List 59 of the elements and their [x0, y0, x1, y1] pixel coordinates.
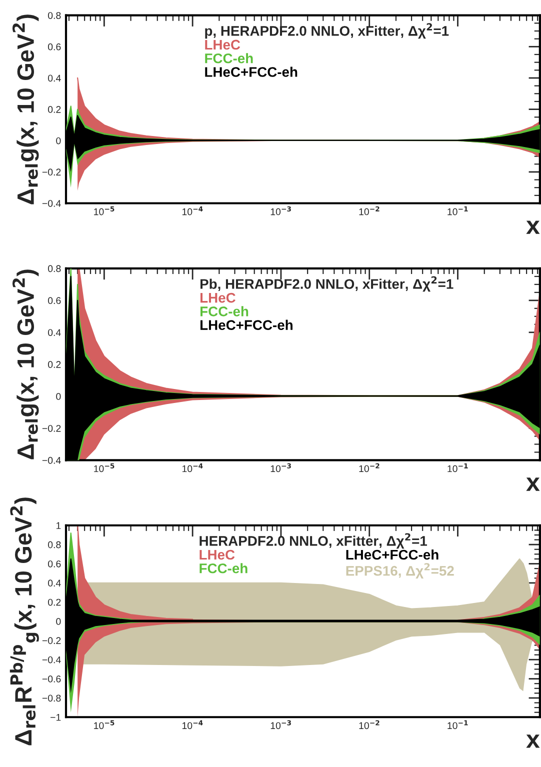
x-tick-label: 10$^{−1}$ — [448, 720, 468, 730]
y-tick-label: 0.2 — [48, 598, 61, 606]
y-tick-label: 0.8 — [48, 541, 61, 548]
text: LHeC — [200, 292, 236, 303]
y-tick-label: −0.2 — [42, 424, 61, 432]
x-axis-title: x — [526, 734, 540, 748]
y-tick-label: 0.8 — [48, 12, 61, 19]
text: FCC-eh — [205, 53, 253, 64]
x-axis-title: x — [526, 478, 540, 491]
y-tick-label: 0.6 — [48, 560, 61, 568]
x-tick-label: 10$^{−5}$ — [94, 206, 114, 216]
y-tick-label: 0 — [56, 393, 61, 400]
x-tick-label: 10$^{−3}$ — [270, 463, 291, 472]
y-tick-label: 0.4 — [48, 74, 61, 82]
y-tick-label: 0.6 — [48, 297, 61, 304]
text: LHeC — [205, 40, 240, 50]
x-tick-label: 10$^{−5}$ — [94, 463, 114, 472]
y-tick-label: −0.2 — [42, 168, 61, 176]
y-tick-label: −1 — [50, 714, 61, 721]
y-axis-title: Δ$_{rel}$g(x, 10 GeV$^{2}$) — [12, 14, 39, 204]
y-tick-label: 0.2 — [48, 361, 61, 368]
legend-title: p, HERAPDF2.0 NNLO, xFitter, Δχ$^{2}$=1 — [205, 23, 449, 39]
y-axis-title: Δ$_{rel}$R$^{Pb/p}$$_{g}$(x, 10 GeV$^{2}$) — [10, 498, 39, 746]
x-axis-title: x — [526, 220, 540, 234]
text: LHeC+FCC-eh — [200, 320, 292, 330]
text: LHeC — [200, 550, 235, 560]
text: FCC-eh — [200, 563, 248, 574]
x-tick-label: 10$^{−1}$ — [448, 463, 468, 472]
x-tick-label: 10$^{−2}$ — [359, 720, 380, 730]
y-tick-label: −0.2 — [42, 637, 61, 644]
y-tick-label: 0.6 — [48, 43, 61, 50]
x-tick-label: 10$^{−3}$ — [270, 206, 291, 216]
legend-title: Pb, HERAPDF2.0 NNLO, xFitter, Δχ$^{2}$=1 — [200, 276, 454, 292]
text: LHeC+FCC-eh — [205, 66, 298, 77]
x-tick-label: 10$^{−3}$ — [270, 720, 291, 730]
y-tick-label: 1 — [56, 522, 61, 529]
y-tick-label: −0.4 — [42, 456, 61, 464]
y-tick-label: 0 — [56, 618, 61, 625]
series-label: EPPS16, Δχ$^{2}$=52 — [346, 563, 454, 578]
y-tick-label: −0.4 — [42, 200, 61, 207]
y-tick-label: −0.4 — [42, 656, 61, 664]
text: FCC-eh — [200, 306, 248, 316]
x-tick-label: 10$^{−2}$ — [359, 206, 380, 216]
y-tick-label: 0.8 — [48, 265, 61, 272]
x-tick-label: 10$^{−5}$ — [94, 720, 114, 730]
x-tick-label: 10$^{−4}$ — [182, 206, 203, 216]
x-tick-label: 10$^{−4}$ — [182, 463, 203, 472]
legend-title: HERAPDF2.0 NNLO, xFitter, Δχ$^{2}$=1 — [200, 533, 428, 549]
y-tick-label: 0.2 — [48, 106, 61, 113]
y-tick-label: 0 — [56, 137, 61, 144]
y-axis-title: Δ$_{rel}$g(x, 10 GeV$^{2}$) — [12, 270, 39, 460]
x-tick-label: 10$^{−1}$ — [448, 206, 468, 216]
x-tick-label: 10$^{−2}$ — [359, 463, 380, 472]
text: LHeC+FCC-eh — [346, 549, 438, 560]
y-tick-label: 0.4 — [48, 329, 61, 336]
y-tick-label: −0.8 — [42, 694, 61, 702]
x-tick-label: 10$^{−4}$ — [182, 720, 203, 730]
y-tick-label: 0.4 — [48, 580, 61, 587]
y-tick-label: −0.6 — [42, 676, 61, 682]
